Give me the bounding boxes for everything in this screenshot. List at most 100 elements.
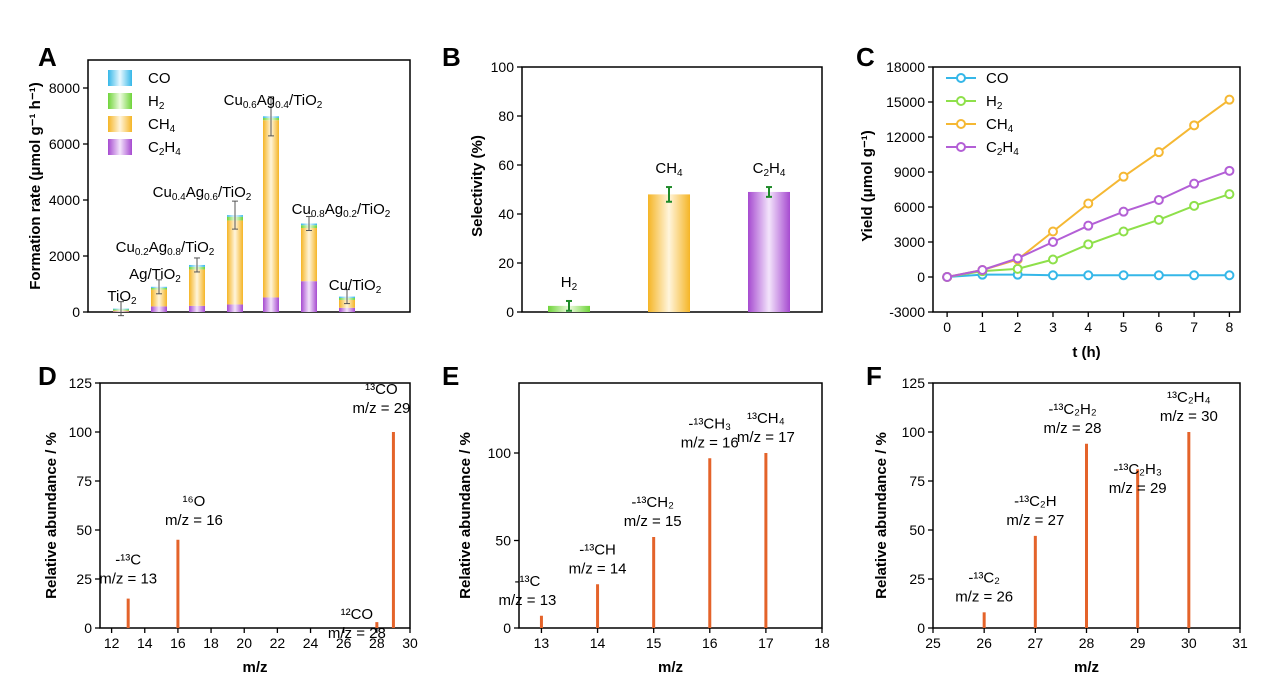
panel-c-xtick-label: 5: [1120, 319, 1128, 335]
panel-c-xtick-label: 4: [1084, 319, 1092, 335]
panel-e-peak-mz: m/z = 16: [681, 434, 739, 451]
panel-c-legend-label-C2H4: C2H4: [986, 139, 1019, 158]
panel-f-peak-label: -¹³C₂H₃: [1113, 461, 1162, 478]
panel-f-xtick-label: 31: [1232, 635, 1248, 651]
panel-d-ytick-label: 25: [76, 571, 92, 587]
panel-d-peak-label: ¹²CO: [341, 606, 374, 623]
panel-d-peak-label: ¹³CO: [365, 381, 398, 398]
panel-f-peak-mz: m/z = 28: [1044, 420, 1102, 437]
panel-f-peak-mz: m/z = 27: [1006, 512, 1064, 529]
panel-a-bar-label: Ag/TiO2: [129, 266, 181, 285]
panel-d-xtick-label: 20: [236, 635, 252, 651]
panel-b-bar-label-C2H4: C2H4: [753, 160, 786, 179]
panel-b-bar-C2H4: [748, 191, 790, 312]
panel-a-legend-c2h4: C2H4: [148, 139, 181, 158]
panel-a-legend-ch4: CH4: [148, 116, 176, 135]
panel-c-point-CO: [1083, 270, 1094, 281]
panel-c-xtick-label: 7: [1190, 319, 1198, 335]
panel-d-peak-mz: m/z = 29: [352, 400, 410, 417]
panel-d-xtick-label: 16: [170, 635, 186, 651]
panel-f-ytick-label: 75: [909, 473, 925, 489]
panel-e-letter: E: [442, 361, 459, 391]
panel-f-xtick-label: 28: [1079, 635, 1095, 651]
panel-d-xtick-label: 30: [402, 635, 418, 651]
panel-a-ylabel: Formation rate (μmol g⁻¹ h⁻¹): [27, 82, 44, 290]
panel-c-point-CH4: [1118, 171, 1129, 182]
panel-a-bar-C2H4: [301, 281, 317, 312]
panel-f-peak-mz: m/z = 30: [1160, 408, 1218, 425]
panel-a-ytick-label: 2000: [49, 248, 80, 264]
panel-f-peak-mz: m/z = 29: [1109, 480, 1167, 497]
panel-f-peak-mz: m/z = 26: [955, 588, 1013, 605]
panel-d-ytick-label: 100: [69, 424, 93, 440]
panel-d-peak-mz: m/z = 28: [328, 625, 386, 642]
panel-b-bar-CH4: [648, 194, 690, 312]
panel-a-bar-CH4: [189, 269, 205, 306]
panel-c-frame: [932, 66, 1241, 313]
panel-a-bar-CH4: [301, 228, 317, 282]
panel-d-xtick-label: 12: [104, 635, 120, 651]
panel-d-xtick-label: 22: [270, 635, 286, 651]
panel-a-ytick-label: 6000: [49, 136, 80, 152]
panel-e-peak-label: -¹³CH: [579, 541, 616, 558]
panel-a-letter: A: [38, 42, 57, 72]
panel-b-ytick-label: 0: [506, 304, 514, 320]
panel-f-xlabel: m/z: [1074, 659, 1099, 676]
panel-e-peak-mz: m/z = 15: [624, 513, 682, 530]
panel-d-letter: D: [38, 361, 57, 391]
panel-c-xtick-label: 2: [1014, 319, 1022, 335]
panel-d-xtick-label: 28: [369, 635, 385, 651]
panel-e-peak-mz: m/z = 17: [737, 429, 795, 446]
panel-c-ytick-label: -3000: [889, 304, 925, 320]
panel-f-peak-label: -¹³C₂H: [1014, 493, 1056, 510]
panel-a-legend-swatch-CO: [108, 70, 132, 86]
panel-e-ytick-label: 100: [488, 445, 512, 461]
panel-a-bar-CH4: [151, 289, 167, 307]
panel-c-xtick-label: 6: [1155, 319, 1163, 335]
panel-a-legend-h2: H2: [148, 93, 165, 112]
panel-e-xtick-label: 15: [646, 635, 662, 651]
panel-c-point-CH4: [1153, 147, 1164, 158]
panel-d-xtick-label: 24: [303, 635, 319, 651]
panel-d-xlabel: m/z: [242, 659, 267, 676]
panel-e-peak-label: -¹³CH₃: [688, 415, 731, 432]
panel-e-xtick-label: 16: [702, 635, 718, 651]
panel-d-xtick-label: 18: [203, 635, 219, 651]
panel-b-bar-label-H2: H2: [561, 274, 578, 293]
panel-c-point-C2H4: [1047, 237, 1058, 247]
panel-a-bar-label: Cu0.6Ag0.4/TiO2: [224, 92, 323, 111]
panel-c-ytick-label: 12000: [886, 129, 925, 145]
panel-f-ytick-label: 100: [902, 424, 926, 440]
panel-f-peak-label: ¹³C₂H₄: [1167, 389, 1211, 406]
panel-c-ytick-label: 6000: [894, 199, 925, 215]
panel-c-point-H2: [1083, 239, 1094, 250]
panel-f-xtick-label: 27: [1028, 635, 1044, 651]
panel-f-ylabel: Relative abundance / %: [873, 432, 890, 599]
panel-e-peak-label: -¹³C: [515, 573, 541, 590]
panel-c-point-C2H4: [977, 265, 988, 275]
panel-c-legend-marker-C2H4: [956, 142, 966, 152]
panel-a-bar-C2H4: [227, 304, 243, 312]
panel-d-ytick-label: 0: [84, 620, 92, 636]
panel-c-point-C2H4: [1118, 206, 1129, 217]
panel-b-ytick-label: 40: [498, 206, 514, 222]
panel-a-frame: [87, 59, 411, 313]
panel-d-ytick-label: 125: [69, 375, 93, 391]
panel-c-xlabel: t (h): [1072, 344, 1100, 361]
panel-c-ytick-label: 0: [917, 269, 925, 285]
panel-c-xtick-label: 3: [1049, 319, 1057, 335]
panel-c-point-CH4: [1083, 198, 1094, 209]
panel-f-ytick-label: 125: [902, 375, 926, 391]
panel-c-point-CO: [1153, 270, 1164, 281]
panel-c-point-CH4: [1224, 94, 1235, 105]
panel-c-point-CH4: [1047, 226, 1058, 237]
panel-f-peak-label: -¹³C₂H₂: [1048, 401, 1096, 418]
panel-a-bar-CH4: [263, 120, 279, 298]
panel-c-ytick-label: 3000: [894, 234, 925, 250]
panel-b-bar-label-CH4: CH4: [655, 160, 683, 179]
panel-a-bar-label: TiO2: [107, 288, 137, 307]
panel-e-xlabel: m/z: [658, 659, 683, 676]
panel-c-ytick-label: 9000: [894, 164, 925, 180]
panel-c-legend-marker-CO: [956, 73, 966, 83]
